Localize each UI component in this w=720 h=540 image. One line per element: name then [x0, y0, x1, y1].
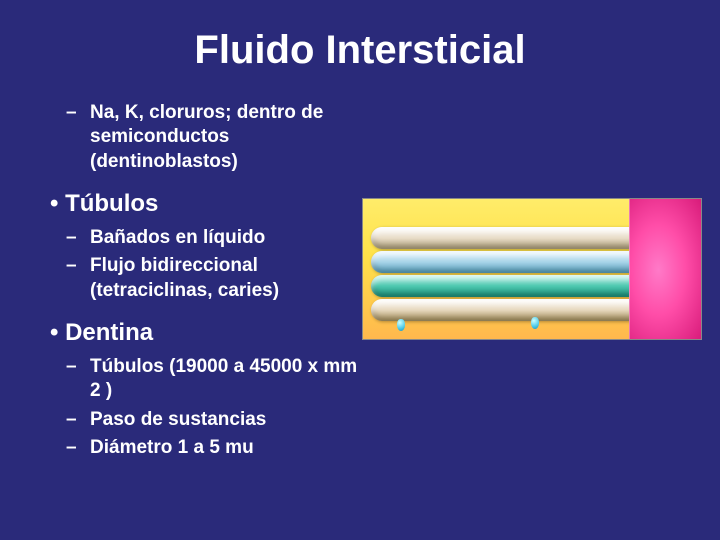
tube-3 [371, 275, 645, 297]
tube-4 [371, 299, 639, 321]
slide: Fluido Intersticial Na, K, cloruros; den… [0, 0, 720, 540]
slide-title: Fluido Intersticial [30, 28, 690, 73]
tube-2 [371, 251, 649, 273]
tubules-illustration [362, 198, 702, 340]
intro-sub-item: Na, K, cloruros; dentro de semiconductos… [90, 101, 350, 174]
fluid-drop-1 [397, 319, 405, 331]
fluid-drop-2 [531, 317, 539, 329]
tubulos-item-1: Bañados en líquido [90, 226, 350, 250]
pink-tissue [629, 199, 701, 340]
intro-block: Na, K, cloruros; dentro de semiconductos… [30, 101, 350, 174]
tubulos-block: Bañados en líquido Flujo bidireccional (… [30, 226, 350, 303]
dentina-block: Túbulos (19000 a 45000 x mm 2 ) Paso de … [30, 355, 370, 460]
tube-1 [371, 227, 641, 249]
tubulos-item-2: Flujo bidireccional (tetraciclinas, cari… [90, 254, 350, 303]
dentina-item-1: Túbulos (19000 a 45000 x mm 2 ) [90, 355, 370, 404]
dentina-item-3: Diámetro 1 a 5 mu [90, 436, 370, 460]
dentina-item-2: Paso de sustancias [90, 408, 370, 432]
